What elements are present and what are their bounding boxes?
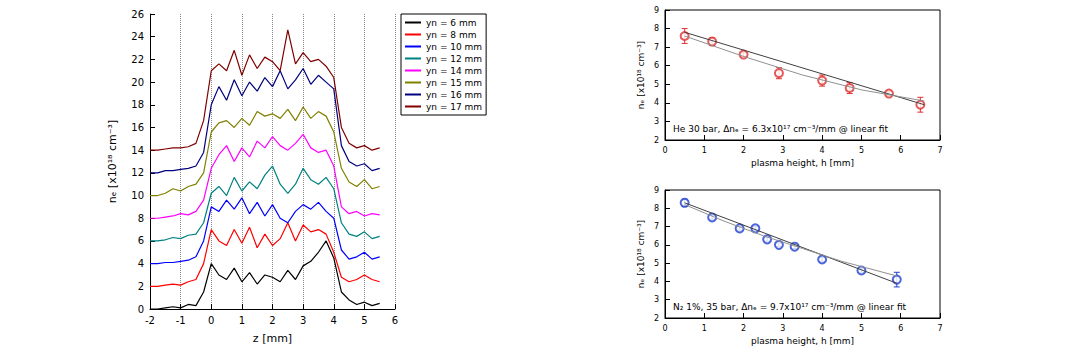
svg-text:6: 6 [654, 61, 659, 70]
svg-text:2: 2 [654, 314, 659, 323]
svg-text:7: 7 [654, 43, 659, 52]
svg-text:1: 1 [702, 146, 707, 155]
svg-text:2: 2 [741, 324, 746, 333]
svg-text:6: 6 [654, 240, 659, 249]
svg-text:5: 5 [654, 80, 659, 89]
svg-text:nₑ [x10¹⁸ cm⁻³]: nₑ [x10¹⁸ cm⁻³] [636, 220, 646, 288]
svg-text:3: 3 [654, 295, 659, 304]
svg-text:0: 0 [662, 146, 667, 155]
svg-text:9: 9 [654, 186, 659, 195]
svg-text:5: 5 [859, 146, 864, 155]
svg-text:plasma height, h [mm]: plasma height, h [mm] [751, 336, 854, 346]
svg-text:4: 4 [654, 277, 659, 286]
svg-text:8: 8 [138, 213, 144, 224]
svg-text:10: 10 [131, 190, 144, 201]
svg-text:N₂ 1%, 35 bar, Δnₑ = 9.7x10¹⁷: N₂ 1%, 35 bar, Δnₑ = 9.7x10¹⁷ cm⁻³/mm @ … [673, 302, 907, 312]
svg-text:5: 5 [654, 259, 659, 268]
svg-text:24: 24 [131, 31, 144, 42]
svg-text:He 30 bar, Δnₑ = 6.3x10¹⁷ cm⁻³: He 30 bar, Δnₑ = 6.3x10¹⁷ cm⁻³/mm @ line… [673, 124, 889, 134]
svg-text:7: 7 [654, 222, 659, 231]
svg-text:1: 1 [239, 315, 245, 326]
svg-text:3: 3 [780, 324, 785, 333]
svg-text:3: 3 [300, 315, 306, 326]
svg-text:yn = 12 mm: yn = 12 mm [426, 54, 482, 64]
svg-text:2: 2 [654, 136, 659, 145]
svg-text:5: 5 [361, 315, 367, 326]
svg-text:0: 0 [662, 324, 667, 333]
svg-text:2: 2 [138, 281, 144, 292]
svg-text:2: 2 [741, 146, 746, 155]
svg-text:6: 6 [138, 235, 144, 246]
svg-text:-1: -1 [176, 315, 186, 326]
svg-text:yn = 17 mm: yn = 17 mm [426, 102, 482, 112]
svg-text:8: 8 [654, 24, 659, 33]
svg-text:4: 4 [820, 146, 825, 155]
svg-text:20: 20 [131, 77, 144, 88]
svg-text:-2: -2 [145, 315, 155, 326]
svg-text:26: 26 [131, 9, 144, 20]
svg-text:8: 8 [654, 204, 659, 213]
svg-text:yn = 14 mm: yn = 14 mm [426, 66, 482, 76]
svg-text:yn = 16 mm: yn = 16 mm [426, 90, 482, 100]
svg-text:4: 4 [820, 324, 825, 333]
svg-text:14: 14 [131, 145, 144, 156]
svg-text:2: 2 [269, 315, 275, 326]
svg-text:nₑ [x10¹⁸ cm⁻³]: nₑ [x10¹⁸ cm⁻³] [636, 41, 646, 109]
svg-text:6: 6 [898, 324, 903, 333]
svg-text:7: 7 [937, 146, 942, 155]
svg-text:16: 16 [131, 122, 144, 133]
svg-text:yn = 10 mm: yn = 10 mm [426, 42, 482, 52]
svg-text:4: 4 [654, 98, 659, 107]
svg-text:plasma height, h [mm]: plasma height, h [mm] [751, 158, 854, 168]
svg-text:7: 7 [937, 324, 942, 333]
svg-text:0: 0 [138, 304, 144, 315]
svg-text:4: 4 [331, 315, 337, 326]
svg-text:12: 12 [131, 167, 144, 178]
svg-text:0: 0 [208, 315, 214, 326]
svg-text:9: 9 [654, 6, 659, 15]
svg-text:18: 18 [131, 99, 144, 110]
svg-text:3: 3 [780, 146, 785, 155]
svg-text:z [mm]: z [mm] [253, 332, 292, 345]
svg-text:6: 6 [898, 146, 903, 155]
svg-text:1: 1 [702, 324, 707, 333]
svg-text:yn = 8 mm: yn = 8 mm [426, 30, 476, 40]
svg-text:yn = 15 mm: yn = 15 mm [426, 78, 482, 88]
svg-text:6: 6 [392, 315, 398, 326]
svg-text:5: 5 [859, 324, 864, 333]
svg-text:22: 22 [131, 54, 144, 65]
svg-text:3: 3 [654, 117, 659, 126]
svg-text:yn = 6 mm: yn = 6 mm [426, 18, 476, 28]
svg-text:nₑ [x10¹⁸ cm⁻³]: nₑ [x10¹⁸ cm⁻³] [106, 120, 119, 203]
svg-text:4: 4 [138, 258, 144, 269]
